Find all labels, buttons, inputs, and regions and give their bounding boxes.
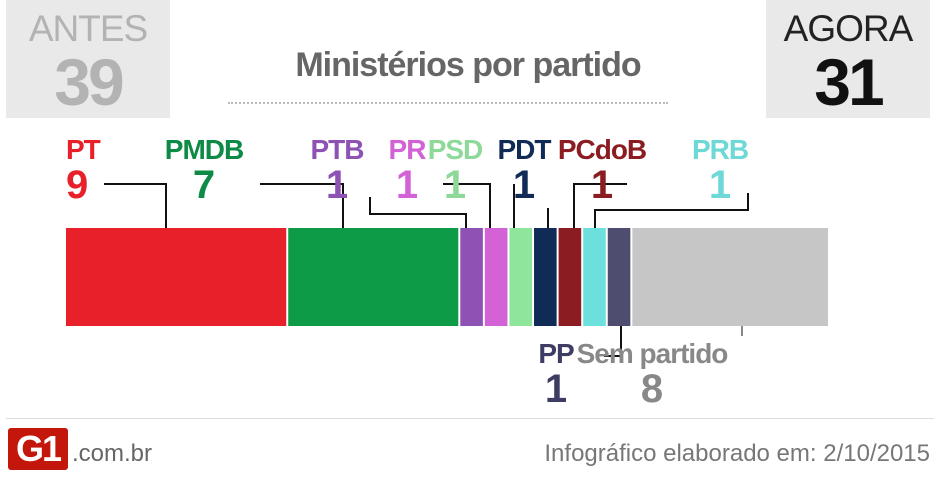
title-divider xyxy=(228,102,668,104)
label-pt: PT xyxy=(66,134,101,165)
bar-pdt xyxy=(533,228,558,326)
label-psd: PSD xyxy=(428,134,483,165)
leader-line-pp xyxy=(604,326,622,357)
value-label-ptb: 1 xyxy=(326,163,348,207)
value-label-prb: 1 xyxy=(709,163,731,207)
value-label-pp: 1 xyxy=(545,367,567,411)
stacked-bar-chart: PT9PMDB7PTB1PR1PSD1PDT1PCdoB1PRB1PP1Sem … xyxy=(66,134,828,411)
now-value: 31 xyxy=(814,45,884,119)
bar-pr xyxy=(483,228,509,326)
bar-sem-partido xyxy=(631,228,828,326)
footer-domain: .com.br xyxy=(72,440,153,467)
value-label-pr: 1 xyxy=(396,163,418,207)
bar-pt xyxy=(66,228,288,326)
now-box: AGORA 31 xyxy=(766,0,930,118)
now-label: AGORA xyxy=(783,8,914,49)
value-label-pdt: 1 xyxy=(513,163,535,207)
label-pcdob: PCdoB xyxy=(558,134,646,165)
before-box: ANTES 39 xyxy=(6,0,170,118)
footer-credit: Infográfico elaborado em: 2/10/2015 xyxy=(544,440,930,467)
label-ptb: PTB xyxy=(311,134,364,165)
chart-title: Ministérios por partido xyxy=(295,46,641,84)
before-value: 39 xyxy=(54,45,124,119)
value-label-pcdob: 1 xyxy=(591,163,613,207)
label-pp: PP xyxy=(538,338,574,369)
value-label-pt: 9 xyxy=(66,163,88,207)
label-prb: PRB xyxy=(692,134,748,165)
leader-line-pr xyxy=(443,183,491,228)
value-label-pmdb: 7 xyxy=(193,163,215,207)
leader-line-pmdb xyxy=(260,183,344,228)
bar-ptb xyxy=(459,228,484,326)
bar-prb xyxy=(582,228,607,326)
footer-divider xyxy=(6,418,934,419)
g1-logo: G1 xyxy=(8,428,68,470)
leader-line-pcdob xyxy=(573,183,627,228)
bar-psd xyxy=(508,228,534,326)
before-label: ANTES xyxy=(28,8,148,49)
value-label-psd: 1 xyxy=(444,163,466,207)
label-pdt: PDT xyxy=(498,134,552,165)
value-label-sem-partido: 8 xyxy=(641,367,663,411)
leader-line-pt xyxy=(104,183,167,228)
label-pr: PR xyxy=(389,134,427,165)
leader-line-prb xyxy=(594,193,749,228)
bar-pmdb xyxy=(287,228,460,326)
bar-pp xyxy=(606,228,632,326)
label-pmdb: PMDB xyxy=(165,134,243,165)
label-sem-partido: Sem partido xyxy=(577,338,729,369)
bar-pcdob xyxy=(557,228,583,326)
leader-line-ptb xyxy=(369,197,467,228)
